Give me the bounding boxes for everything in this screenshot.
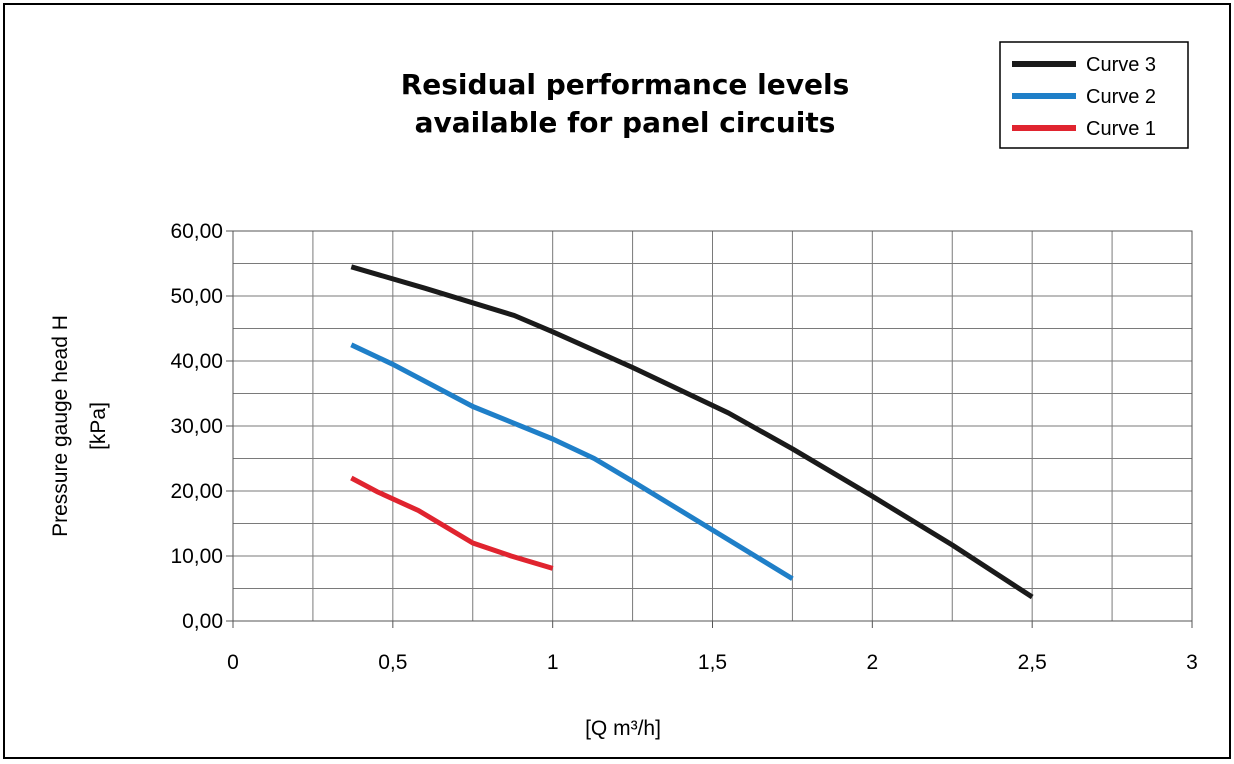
series-line-curve-3: [350, 264, 1034, 600]
x-tick-label: 3: [1186, 651, 1198, 674]
x-tick-label: 1: [547, 651, 559, 674]
legend: Curve 3 Curve 2 Curve 1: [999, 41, 1189, 149]
data-series: [350, 264, 1034, 600]
y-tick-label: 40,00: [170, 350, 223, 373]
y-axis-label-line-2: [kPa]: [87, 402, 110, 450]
y-tick-label: 50,00: [170, 285, 223, 308]
y-tick-label: 30,00: [170, 415, 223, 438]
plot-area-border: [232, 230, 1193, 622]
series-line-curve-1: [350, 475, 554, 571]
x-tick-label: 0: [227, 651, 239, 674]
chart-title-line-2: available for panel circuits: [415, 106, 836, 139]
legend-label: Curve 1: [1086, 118, 1156, 140]
chart-title-line-1: Residual performance levels: [401, 68, 850, 101]
y-tick-label: 60,00: [170, 220, 223, 243]
legend-label: Curve 2: [1086, 86, 1156, 108]
y-tick-label: 0,00: [182, 610, 223, 633]
y-tick-label: 20,00: [170, 480, 223, 503]
series-line-curve-2: [350, 342, 794, 581]
x-tick-label: 0,5: [378, 651, 407, 674]
x-tick-label: 2: [866, 651, 878, 674]
y-tick-label: 10,00: [170, 545, 223, 568]
x-tick-label: 2,5: [1018, 651, 1047, 674]
legend-label: Curve 3: [1086, 54, 1156, 76]
x-axis-label: [Q m³/h]: [585, 717, 661, 740]
y-axis-label-line-1: Pressure gauge head H: [49, 315, 72, 537]
tick-labels: 0,00 10,00 20,00 30,00 40,00 50,00 60,00 0 0,5 1 1…: [170, 220, 1197, 674]
x-tick-label: 1,5: [698, 651, 727, 674]
